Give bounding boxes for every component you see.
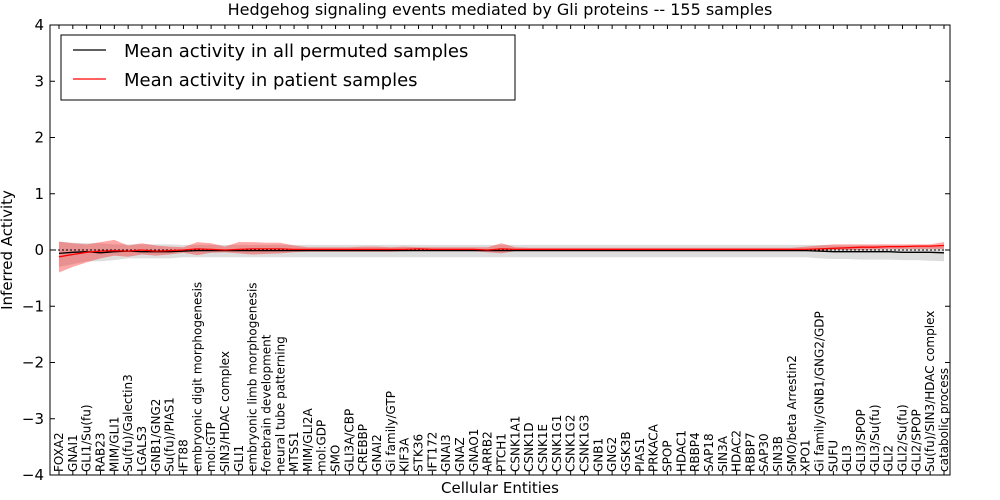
x-axis: FOXA2 GNAI1 GLI1/Su(fu) RAB23 MIM/GLI1 Su(fu)…: [52, 25, 951, 475]
x-tick-label: GSK3B: [619, 431, 633, 472]
x-tick-label: GLI1: [232, 445, 246, 472]
y-tick-label: −3: [22, 410, 44, 428]
y-tick-label: 3: [34, 72, 44, 90]
x-tick-label: FOXA2: [52, 432, 66, 472]
legend-label-permuted: Mean activity in all permuted samples: [124, 41, 468, 62]
x-tick-label: GNAZ: [453, 437, 467, 472]
x-tick-label: SIN3B: [771, 436, 785, 472]
x-tick-label: RBBP4: [688, 432, 702, 472]
x-tick-label: CSNK1G2: [564, 415, 578, 472]
x-tick-label: SAP18: [702, 433, 716, 472]
x-tick-label: GLI3: [840, 445, 854, 472]
x-tick-label: SMO: [329, 445, 343, 472]
x-tick-label: GLI1/Su(fu): [80, 404, 94, 472]
x-tick-label: IFT172: [425, 432, 439, 472]
x-tick-label: GNB1/GNG2: [149, 399, 163, 472]
x-tick-label: CSNK1A1: [508, 416, 522, 472]
x-tick-label: CSNK1G3: [578, 415, 592, 472]
legend-label-patient: Mean activity in patient samples: [124, 70, 418, 91]
x-tick-label: IFT88: [177, 439, 191, 472]
x-tick-label: GNAI1: [66, 434, 80, 472]
x-tick-label: GLI2/SPOP: [909, 409, 923, 472]
x-tick-label: GLI2/Su(fu): [896, 404, 910, 472]
y-tick-label: −4: [22, 466, 44, 484]
y-axis-label: Inferred Activity: [0, 190, 16, 310]
x-tick-label: mol:GTP: [204, 422, 218, 472]
x-tick-label: GNAI3: [439, 434, 453, 472]
x-tick-label: RAB23: [94, 432, 108, 472]
x-tick-label: STK36: [412, 434, 426, 472]
x-tick-label: GLI3A/CBP: [342, 409, 356, 472]
x-axis-label: Cellular Entities: [441, 479, 559, 497]
x-tick-label: GLI2: [882, 445, 896, 472]
x-tick-label: forebrain development: [259, 334, 273, 472]
patient-band: [59, 239, 944, 273]
x-tick-label: PIAS1: [633, 438, 647, 472]
x-tick-label: embryonic digit morphogenesis: [190, 282, 204, 472]
permuted-mean-line: [58, 249, 945, 255]
permuted-band: [59, 241, 944, 267]
x-tick-label: mol:GDP: [315, 420, 329, 472]
x-tick-label: CSNK1D: [522, 422, 536, 472]
y-tick-label: 1: [34, 185, 44, 203]
x-tick-label: SMO/beta Arrestin2: [785, 355, 799, 472]
x-tick-label: CREBBP: [356, 424, 370, 472]
x-tick-label: Su(fu)/Galectin3: [121, 374, 135, 472]
x-tick-label: KIF3A: [398, 437, 412, 472]
x-tick-label: Su(fu)/PIAS1: [163, 397, 177, 472]
x-tick-label: Su(fu)/SIN3/HDAC complex: [923, 311, 937, 472]
x-tick-label: RBBP7: [743, 432, 757, 472]
patient-mean-line: [58, 244, 945, 258]
x-tick-label: Gi family/GTP: [384, 391, 398, 472]
x-tick-label: CSNK1E: [536, 424, 550, 472]
x-tick-label: GNAI2: [370, 434, 384, 472]
x-tick-label: CSNK1G1: [550, 415, 564, 472]
x-tick-label: HDAC1: [674, 430, 688, 472]
x-tick-label: MIM/GLI1: [107, 417, 121, 472]
x-tick-label: SPOP: [660, 440, 674, 472]
y-axis: 4 3 2 1 0 −1 −2 −3 −4: [22, 16, 950, 484]
x-tick-label: GLI3/Su(fu): [868, 404, 882, 472]
x-tick-label: PTCH1: [495, 433, 509, 472]
x-tick-label: HDAC2: [730, 430, 744, 472]
x-tick-label: embryonic limb morphogenesis: [246, 282, 260, 472]
x-tick-label: PRKACA: [647, 423, 661, 472]
x-tick-label: SIN3/HDAC complex: [218, 351, 232, 472]
chart-title: Hedgehog signaling events mediated by Gl…: [228, 0, 773, 19]
x-tick-label: catabolic process: [937, 368, 951, 472]
y-tick-label: −2: [22, 354, 44, 372]
x-tick-label: GNAO1: [467, 429, 481, 472]
x-tick-label: SAP30: [757, 433, 771, 472]
x-tick-label: LGALS3: [135, 426, 149, 472]
y-tick-label: 4: [34, 16, 44, 34]
x-tick-label: GLI3/SPOP: [854, 409, 868, 472]
x-tick-label: ARRB2: [481, 431, 495, 472]
x-tick-label: MTSS1: [287, 431, 301, 472]
x-tick-label: SIN3A: [716, 435, 730, 472]
x-tick-label: XPO1: [799, 439, 813, 472]
legend: Mean activity in all permuted samples Me…: [60, 34, 516, 101]
x-tick-label: SUFU: [826, 440, 840, 472]
y-tick-label: 0: [34, 241, 44, 259]
y-tick-label: −1: [22, 297, 44, 315]
x-tick-label: MIM/GLI2A: [301, 408, 315, 472]
x-tick-label: GNG2: [605, 437, 619, 472]
x-tick-label: GNB1: [591, 438, 605, 472]
x-tick-label: Gi family/GNB1/GNG2/GDP: [813, 311, 827, 472]
plot-area: [50, 239, 950, 273]
legend-box: [60, 34, 516, 101]
y-tick-label: 2: [34, 129, 44, 147]
x-tick-label: neural tube patterning: [273, 336, 287, 472]
